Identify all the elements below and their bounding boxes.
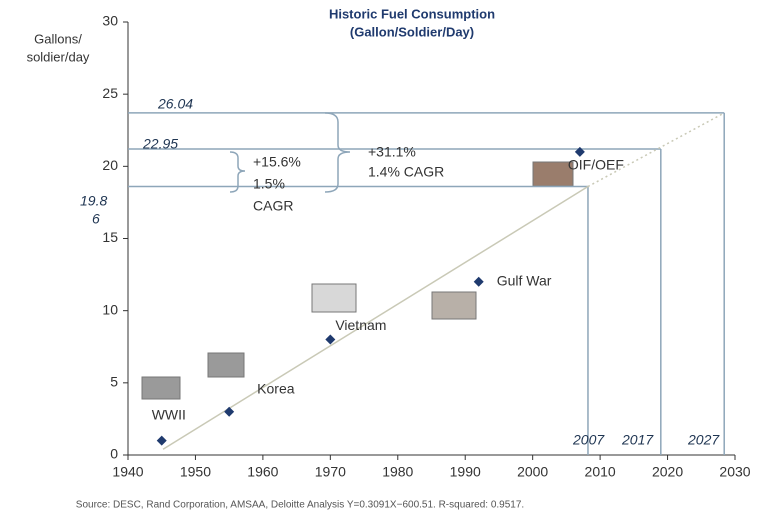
brace-label: 1.4% CAGR xyxy=(368,164,444,180)
x-tick-label: 1970 xyxy=(315,464,346,480)
value-annotation: 22.95 xyxy=(142,136,178,152)
y-axis-label: soldier/day xyxy=(27,49,90,64)
y-tick-label: 10 xyxy=(102,301,118,317)
brace xyxy=(325,113,350,192)
y-tick-label: 0 xyxy=(110,446,118,462)
year-annotation: 2017 xyxy=(621,432,654,448)
point-label: WWII xyxy=(152,406,186,422)
x-tick-label: 2030 xyxy=(719,464,750,480)
y-tick-label: 30 xyxy=(102,13,118,29)
photo xyxy=(208,353,244,377)
brace-label: +15.6% xyxy=(253,154,301,170)
y-axis-label: Gallons/ xyxy=(34,31,82,46)
point-label: OIF/OEF xyxy=(568,157,624,173)
photo xyxy=(312,284,356,312)
x-tick-label: 1960 xyxy=(247,464,278,480)
x-tick-label: 1950 xyxy=(180,464,211,480)
chart-title: (Gallon/Soldier/Day) xyxy=(350,24,474,39)
value-annotation: 6 xyxy=(92,211,100,227)
x-tick-label: 2020 xyxy=(652,464,683,480)
chart-title: Historic Fuel Consumption xyxy=(329,6,495,21)
x-tick-label: 1980 xyxy=(382,464,413,480)
brace-label: CAGR xyxy=(253,198,293,214)
x-tick-label: 1990 xyxy=(450,464,481,480)
data-point xyxy=(224,407,234,417)
brace-label: 1.5% xyxy=(253,176,285,192)
point-label: Vietnam xyxy=(335,317,386,333)
value-annotation: 19.8 xyxy=(80,193,107,209)
year-annotation: 2027 xyxy=(687,432,720,448)
x-tick-label: 2010 xyxy=(585,464,616,480)
point-label: Gulf War xyxy=(497,273,552,289)
data-point xyxy=(474,277,484,287)
source-note: Source: DESC, Rand Corporation, AMSAA, D… xyxy=(76,500,524,511)
x-tick-label: 2000 xyxy=(517,464,548,480)
chart: Historic Fuel Consumption (Gallon/Soldie… xyxy=(0,0,766,512)
y-tick-label: 15 xyxy=(102,229,118,245)
x-tick-label: 1940 xyxy=(112,464,143,480)
y-tick-label: 5 xyxy=(110,374,118,390)
point-label: Korea xyxy=(257,380,295,396)
y-tick-label: 25 xyxy=(102,85,118,101)
brace-label: +31.1% xyxy=(368,144,416,160)
photo xyxy=(432,292,476,319)
y-tick-label: 20 xyxy=(102,157,118,173)
year-annotation: 2007 xyxy=(572,432,605,448)
photo xyxy=(142,377,180,399)
data-point xyxy=(157,436,167,446)
value-annotation: 26.04 xyxy=(157,96,193,112)
